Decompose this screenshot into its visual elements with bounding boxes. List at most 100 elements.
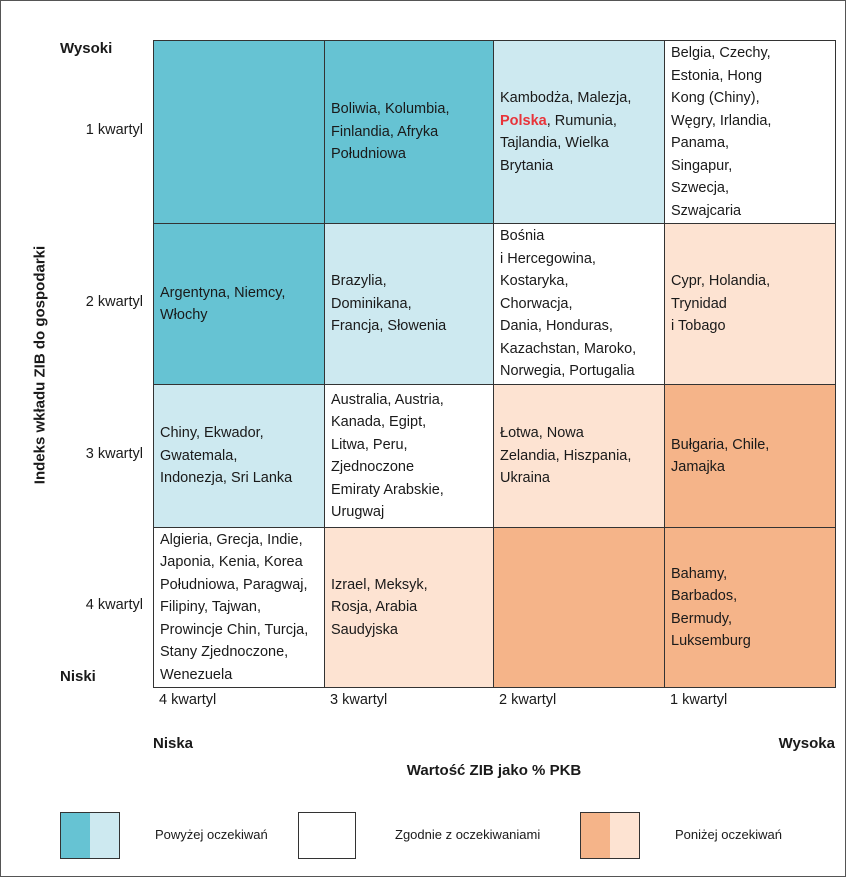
cell-line: Zelandia, Hiszpania, bbox=[500, 447, 632, 464]
cell-line: Bahamy, bbox=[671, 565, 728, 582]
cell: Australia, Austria, Kanada, Egipt, Litwa, … bbox=[324, 384, 494, 528]
cell-line: Boliwia, Kolumbia, bbox=[331, 101, 450, 118]
row-label: 4 kwartyl bbox=[85, 597, 143, 613]
cell-line: Barbados, bbox=[671, 588, 738, 604]
cell: Boliwia, Kolumbia, Finlandia, Afryka Połud… bbox=[324, 40, 494, 224]
cell-line: Południowa bbox=[331, 146, 406, 163]
cell-line: Australia, Austria, bbox=[331, 391, 444, 408]
cell-line: Jamajka bbox=[671, 459, 725, 475]
cell-line: Stany Zjednoczone, bbox=[160, 644, 289, 661]
cell-line: Chiny, Ekwador, bbox=[160, 425, 264, 442]
swatch-part bbox=[90, 813, 119, 858]
cell-line: Wenezuela bbox=[160, 666, 233, 683]
x-axis-title: Wartość ZIB jako % PKB bbox=[406, 762, 582, 779]
cell-line: Filipiny, Tajwan, bbox=[160, 599, 262, 616]
cell: Chiny, Ekwador, Gwatemala, Indonezja, Sri … bbox=[153, 384, 325, 528]
swatch-part bbox=[299, 813, 355, 858]
cell-line: Dominikana, bbox=[331, 295, 412, 312]
cell-line: Włochy bbox=[160, 307, 208, 323]
column-label: 1 kwartyl bbox=[670, 692, 728, 708]
column-label: 4 kwartyl bbox=[159, 692, 217, 708]
cell-line: Bośnia bbox=[500, 228, 545, 245]
cell-line: Urugwaj bbox=[331, 504, 385, 520]
cell: Izrael, Meksyk, Rosja, Arabia Saudyjska bbox=[324, 527, 494, 688]
cell-line: Węgry, Irlandia, bbox=[671, 112, 772, 129]
highlight: Polska bbox=[500, 112, 547, 129]
cell-line: Estonia, Hong bbox=[671, 67, 763, 84]
cell: Argentyna, Niemcy, Włochy bbox=[153, 223, 325, 385]
x-right-label: Wysoka bbox=[778, 735, 835, 752]
cell-line: Południowa, Paragwaj, bbox=[160, 576, 308, 593]
cell-line: Kazachstan, Maroko, bbox=[500, 340, 637, 357]
text: , Rumunia, bbox=[546, 112, 617, 129]
cell: Bośnia i Hercegowina, Kostaryka, Chorwacja,… bbox=[493, 223, 665, 385]
cell-line: Dania, Honduras, bbox=[500, 318, 613, 335]
cell-line: Kambodża, Malezja, bbox=[500, 90, 632, 106]
cell-line: Panama, bbox=[671, 135, 730, 151]
cell-line: Izrael, Meksyk, bbox=[331, 576, 428, 593]
cell bbox=[493, 527, 665, 688]
column-label: 2 kwartyl bbox=[499, 692, 557, 708]
cell: Algieria, Grecja, Indie, Japonia, Kenia, … bbox=[153, 527, 325, 688]
cell-line: Ukraina bbox=[500, 470, 550, 487]
row-label: 1 kwartyl bbox=[85, 121, 143, 138]
cell-line: Chorwacja, bbox=[500, 295, 573, 312]
cell-line: Finlandia, Afryka bbox=[331, 123, 439, 140]
cell bbox=[153, 40, 325, 224]
cell-line: Szwajcaria bbox=[671, 202, 742, 219]
swatch-part bbox=[581, 813, 610, 858]
cell: Kambodża, Malezja, Polska, Rumunia, Tajlan… bbox=[493, 40, 665, 224]
cell-line: Japonia, Kenia, Korea bbox=[160, 554, 303, 571]
cell-line: Litwa, Peru, bbox=[331, 436, 408, 453]
legend-swatch bbox=[580, 812, 640, 859]
swatch-part bbox=[61, 813, 90, 858]
legend-label: Poniżej oczekiwań bbox=[675, 827, 782, 842]
cell-line: Bułgaria, Chile, bbox=[671, 436, 770, 453]
cell-line: Polska, Rumunia, bbox=[500, 110, 664, 133]
cell-line: Kanada, Egipt, bbox=[331, 414, 427, 430]
cell: Bułgaria, Chile, Jamajka bbox=[664, 384, 836, 528]
cell-line: Kong (Chiny), bbox=[671, 90, 760, 106]
legend-label: Powyżej oczekiwań bbox=[155, 827, 268, 842]
cell-line: Gwatemala, bbox=[160, 447, 238, 464]
cell-line: Luksemburg bbox=[671, 633, 751, 649]
cell-line: Brazylia, bbox=[331, 273, 387, 290]
cell-line: Szwecja, bbox=[671, 180, 730, 196]
cell-line: Argentyna, Niemcy, bbox=[160, 284, 286, 301]
cell-line: Francja, Słowenia bbox=[331, 318, 447, 335]
cell-line: Belgia, Czechy, bbox=[671, 45, 771, 61]
cell: Brazylia, Dominikana, Francja, Słowenia bbox=[324, 223, 494, 385]
cell-line: Trynidad bbox=[671, 295, 727, 312]
y-bottom-label: Niski bbox=[60, 668, 96, 685]
x-left-label: Niska bbox=[153, 735, 194, 752]
cell-line: Kostaryka, bbox=[500, 273, 569, 290]
cell-line: Bermudy, bbox=[671, 610, 732, 627]
cell-line: Łotwa, Nowa bbox=[500, 425, 584, 442]
row-label: 2 kwartyl bbox=[85, 293, 143, 310]
cell-line: Singapur, bbox=[671, 157, 733, 174]
swatch-part bbox=[610, 813, 639, 858]
legend-swatch bbox=[60, 812, 120, 859]
legend-label: Zgodnie z oczekiwaniami bbox=[395, 827, 541, 842]
cell: Łotwa, Nowa Zelandia, Hiszpania, Ukraina bbox=[493, 384, 665, 528]
cell-line: Saudyjska bbox=[331, 621, 398, 638]
y-top-label: Wysoki bbox=[60, 40, 113, 57]
cell: Cypr, Holandia, Trynidad i Tobago bbox=[664, 223, 836, 385]
cell: Belgia, Czechy, Estonia, Hong Kong (Chiny)… bbox=[664, 40, 836, 224]
cell-line: i Hercegowina, bbox=[500, 250, 596, 267]
cell-line: Emiraty Arabskie, bbox=[331, 481, 444, 498]
cell-line: Tajlandia, Wielka bbox=[500, 135, 609, 151]
y-axis-title: Indeks wkładu ZIB do gospodarki bbox=[31, 245, 49, 485]
cell: Bahamy, Barbados, Bermudy, Luksemburg bbox=[664, 527, 836, 688]
cell-line: Indonezja, Sri Lanka bbox=[160, 470, 293, 487]
row-label: 3 kwartyl bbox=[85, 445, 143, 462]
cell-line: Algieria, Grecja, Indie, bbox=[160, 531, 303, 548]
cell-line: Cypr, Holandia, bbox=[671, 273, 771, 290]
legend-swatch bbox=[298, 812, 356, 859]
cell-line: Prowincje Chin, Turcja, bbox=[160, 621, 309, 638]
cell-line: Rosja, Arabia bbox=[331, 599, 418, 616]
cell-line: i Tobago bbox=[671, 318, 726, 335]
cell-line: Zjednoczone bbox=[331, 459, 415, 475]
cell-line: Brytania bbox=[500, 157, 554, 174]
